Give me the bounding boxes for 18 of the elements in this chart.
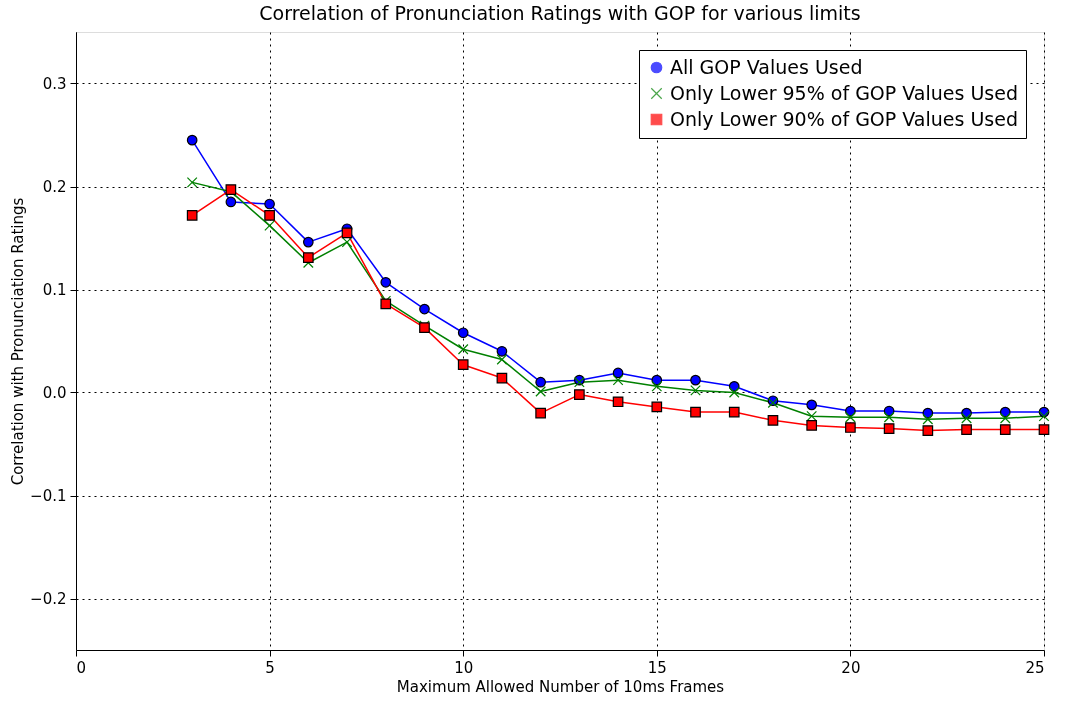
chart-title: Correlation of Pronunciation Ratings with GOP for various limits (259, 2, 861, 24)
legend-label: All GOP Values Used (670, 55, 863, 78)
y-tick-label: 0.1 (42, 281, 67, 299)
y-tick-label: −0.2 (30, 590, 67, 608)
y-axis-title: Correlation with Pronunciation Ratings (9, 197, 28, 486)
x-tick-label: 25 (1025, 658, 1045, 677)
legend-label: Only Lower 90% of GOP Values Used (670, 107, 1018, 130)
y-tick-label: 0.0 (42, 384, 67, 402)
legend-label: Only Lower 95% of GOP Values Used (670, 81, 1018, 104)
x-tick-label: 15 (647, 658, 667, 677)
y-tick-label: −0.1 (30, 487, 67, 505)
x-tick-label: 5 (265, 658, 275, 677)
x-axis-title: Maximum Allowed Number of 10ms Frames (396, 677, 725, 696)
x-tick-label: 0 (76, 658, 87, 677)
y-tick-label: 0.2 (42, 178, 67, 196)
y-tick-label: 0.3 (42, 75, 67, 93)
x-tick-label: 10 (454, 658, 474, 677)
x-tick-label: 20 (841, 658, 861, 677)
